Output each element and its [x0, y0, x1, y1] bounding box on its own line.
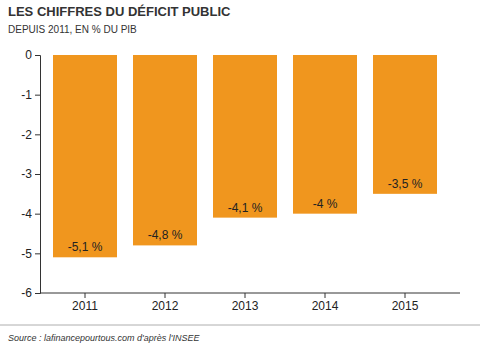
- bars: [53, 55, 437, 257]
- data-label: -3,5 %: [388, 177, 423, 191]
- y-tick-label: -3: [21, 167, 32, 181]
- chart-container: LES CHIFFRES DU DÉFICIT PUBLIC DEPUIS 201…: [0, 0, 480, 354]
- y-tick-mark: [35, 134, 40, 135]
- bar: [53, 55, 117, 257]
- y-axis-line: [35, 56, 41, 294]
- y-tick: -4: [21, 207, 40, 221]
- x-tick-mark: [165, 293, 166, 298]
- x-tick-label: 2014: [312, 299, 339, 313]
- x-tick-mark: [405, 293, 406, 298]
- y-tick: -6: [21, 286, 40, 300]
- y-tick: -5: [21, 247, 40, 261]
- y-tick-label: -5: [21, 247, 32, 261]
- data-labels: -5,1 % -4,8 % -4,1 % -4 % -3,5 %: [68, 177, 423, 254]
- y-tick-label: -4: [21, 207, 32, 221]
- bar: [373, 55, 437, 194]
- data-label: -5,1 %: [68, 240, 103, 254]
- chart-svg: LES CHIFFRES DU DÉFICIT PUBLIC DEPUIS 201…: [0, 0, 480, 354]
- y-tick-mark: [35, 174, 40, 175]
- x-tick: 2013: [232, 293, 259, 313]
- x-tick-mark: [245, 293, 246, 298]
- x-tick-label: 2012: [152, 299, 179, 313]
- separator: [0, 325, 480, 326]
- x-tick-label: 2013: [232, 299, 259, 313]
- x-tick: 2012: [152, 293, 179, 313]
- y-tick: 0: [25, 48, 40, 62]
- y-tick-label: 0: [25, 48, 32, 62]
- y-tick-mark: [35, 214, 40, 215]
- data-label: -4,1 %: [228, 201, 263, 215]
- y-tick-label: -6: [21, 286, 32, 300]
- bar: [293, 55, 357, 214]
- x-axis: 2011 2012 2013 2014 2015: [40, 293, 460, 313]
- data-label: -4 %: [313, 197, 338, 211]
- x-tick-label: 2011: [72, 299, 98, 313]
- x-tick: 2014: [312, 293, 339, 313]
- title: LES CHIFFRES DU DÉFICIT PUBLIC: [8, 4, 231, 19]
- subtitle: DEPUIS 2011, EN % DU PIB: [8, 24, 137, 35]
- y-tick: -1: [21, 88, 40, 102]
- x-tick-label: 2015: [392, 299, 419, 313]
- y-tick-mark: [35, 55, 40, 56]
- y-axis: 0 -1 -2 -3 -4 -5 -6: [21, 48, 40, 300]
- y-tick: -3: [21, 167, 40, 181]
- source-note: Source : lafinancepourtous.com d'après l…: [8, 333, 201, 343]
- y-tick-label: -2: [21, 128, 32, 142]
- y-tick: -2: [21, 128, 40, 142]
- bar: [213, 55, 277, 218]
- y-tick-label: -1: [21, 88, 32, 102]
- y-tick-mark: [35, 95, 40, 96]
- x-tick: 2015: [392, 293, 419, 313]
- y-tick-mark: [35, 253, 40, 254]
- x-tick-mark: [325, 293, 326, 298]
- bar: [133, 55, 197, 245]
- y-tick-mark: [35, 293, 40, 294]
- x-tick: 2011: [72, 293, 98, 313]
- x-axis-line: [40, 293, 460, 294]
- data-label: -4,8 %: [148, 228, 183, 242]
- x-tick-mark: [85, 293, 86, 298]
